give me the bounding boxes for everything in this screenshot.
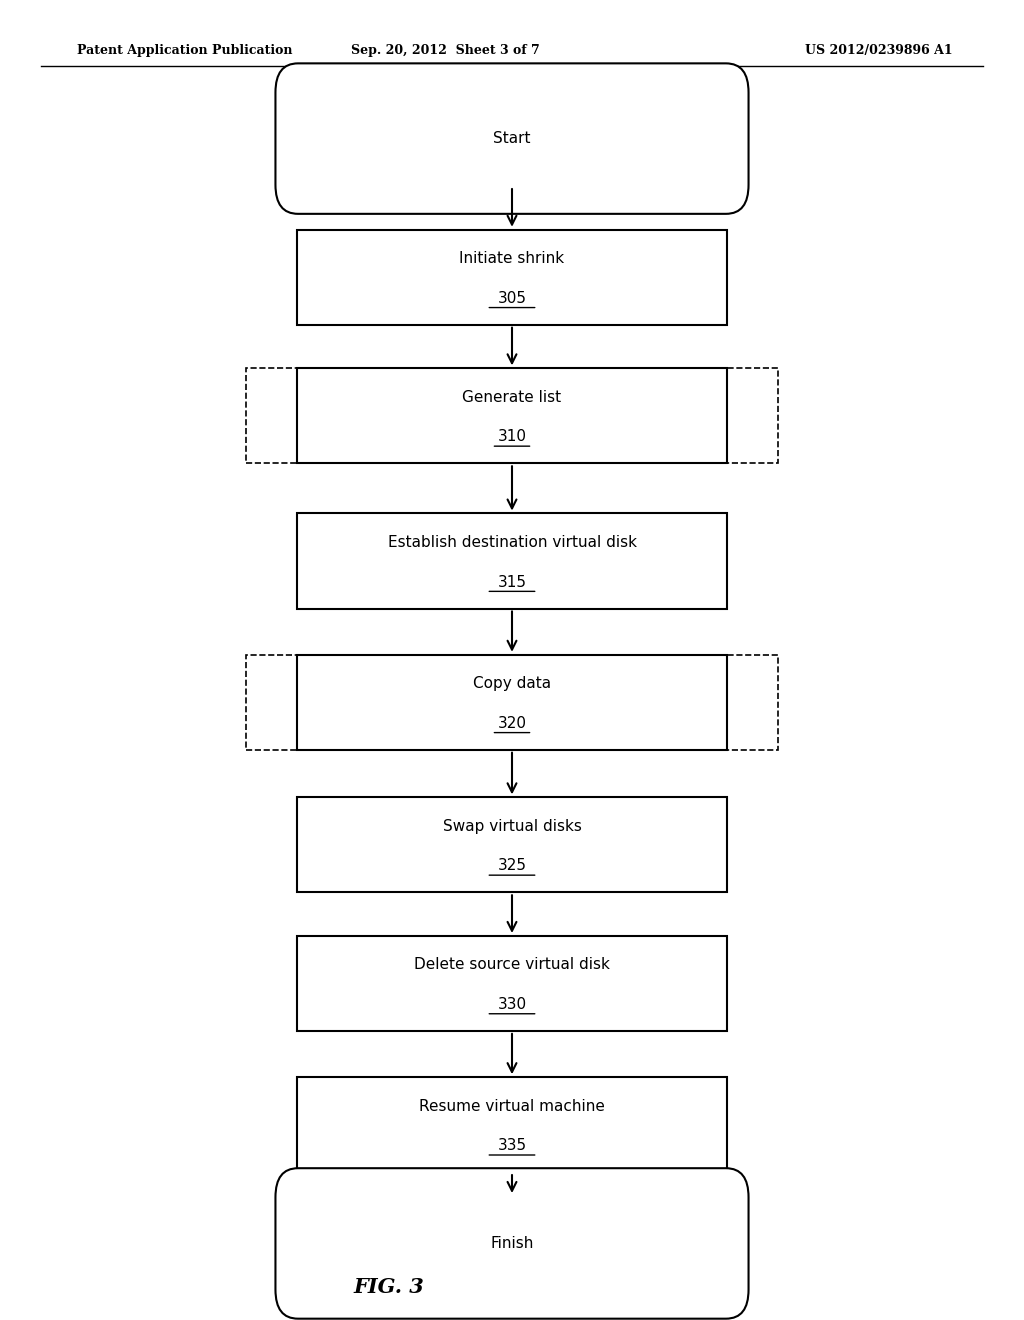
Text: Generate list: Generate list — [463, 389, 561, 405]
Bar — [297, 230, 727, 325]
Bar — [246, 368, 778, 463]
Text: 310: 310 — [498, 429, 526, 445]
Text: FIG. 3: FIG. 3 — [353, 1276, 425, 1298]
Text: Start: Start — [494, 131, 530, 147]
Bar — [246, 655, 778, 750]
Text: Swap virtual disks: Swap virtual disks — [442, 818, 582, 834]
Bar — [297, 797, 727, 892]
Text: 320: 320 — [498, 715, 526, 731]
Text: Sep. 20, 2012  Sheet 3 of 7: Sep. 20, 2012 Sheet 3 of 7 — [351, 44, 540, 57]
Bar — [297, 936, 727, 1031]
Text: Initiate shrink: Initiate shrink — [460, 251, 564, 267]
FancyBboxPatch shape — [275, 1168, 749, 1319]
Text: Finish: Finish — [490, 1236, 534, 1251]
Bar — [297, 513, 727, 609]
Bar — [297, 655, 727, 750]
Text: 335: 335 — [498, 1138, 526, 1154]
Text: Delete source virtual disk: Delete source virtual disk — [414, 957, 610, 973]
Bar — [297, 368, 727, 463]
Text: Establish destination virtual disk: Establish destination virtual disk — [387, 535, 637, 550]
Text: Copy data: Copy data — [473, 676, 551, 692]
Text: 305: 305 — [498, 290, 526, 306]
FancyBboxPatch shape — [275, 63, 749, 214]
Text: Resume virtual machine: Resume virtual machine — [419, 1098, 605, 1114]
Text: 330: 330 — [498, 997, 526, 1012]
Text: Patent Application Publication: Patent Application Publication — [77, 44, 292, 57]
Bar — [297, 1077, 727, 1172]
Text: US 2012/0239896 A1: US 2012/0239896 A1 — [805, 44, 952, 57]
Text: 315: 315 — [498, 574, 526, 590]
Text: 325: 325 — [498, 858, 526, 874]
